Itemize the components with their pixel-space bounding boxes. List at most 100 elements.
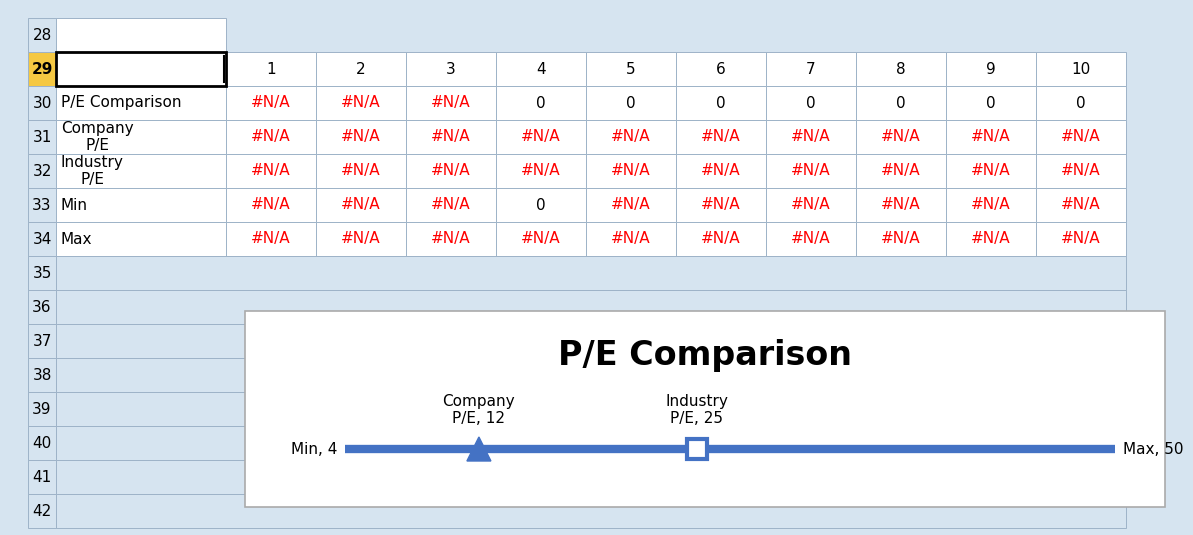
Bar (766, 52, 857, 86)
Text: 7: 7 (806, 62, 816, 77)
Bar (225, 86, 316, 120)
Bar (586, 154, 676, 188)
Text: 29: 29 (31, 62, 52, 77)
Text: 38: 38 (32, 368, 51, 383)
Text: #N/A: #N/A (1062, 232, 1101, 247)
Text: Industry
P/E: Industry P/E (61, 155, 124, 187)
Bar (676, 188, 766, 222)
Bar (586, 188, 676, 222)
Bar (766, 222, 857, 256)
Text: #N/A: #N/A (611, 129, 651, 144)
Bar (406, 222, 496, 256)
Bar (496, 188, 586, 222)
Text: #N/A: #N/A (341, 96, 381, 111)
Bar (857, 86, 946, 120)
Text: #N/A: #N/A (791, 129, 830, 144)
Bar (225, 222, 316, 256)
Text: #N/A: #N/A (252, 197, 291, 212)
Bar (586, 52, 676, 86)
Bar (1036, 86, 1126, 120)
Text: #N/A: #N/A (971, 232, 1010, 247)
Text: Max, 50: Max, 50 (1123, 441, 1183, 456)
Text: 31: 31 (32, 129, 51, 144)
Text: 0: 0 (536, 96, 546, 111)
Text: 6: 6 (716, 62, 725, 77)
Text: #N/A: #N/A (252, 232, 291, 247)
Text: 37: 37 (32, 333, 51, 348)
Bar (406, 154, 496, 188)
Bar (27, 52, 56, 86)
Bar (766, 188, 857, 222)
Bar (857, 120, 946, 154)
Bar (316, 222, 406, 256)
Text: 34: 34 (32, 232, 51, 247)
Text: #N/A: #N/A (431, 164, 471, 179)
Bar (496, 52, 586, 86)
Text: 10: 10 (1071, 62, 1090, 77)
Bar (27, 86, 56, 120)
Bar (56, 426, 1126, 460)
Bar (857, 52, 946, 86)
Bar (676, 52, 766, 86)
Bar (496, 154, 586, 188)
Text: 0: 0 (896, 96, 905, 111)
Bar (496, 222, 586, 256)
Bar (676, 86, 766, 120)
Text: P/E Comparison: P/E Comparison (558, 340, 852, 372)
Bar (56, 494, 1126, 528)
Bar (27, 222, 56, 256)
Bar (56, 188, 225, 222)
Text: 3: 3 (446, 62, 456, 77)
Text: #N/A: #N/A (341, 164, 381, 179)
Bar (686, 439, 706, 459)
Text: #N/A: #N/A (521, 164, 561, 179)
Bar (27, 256, 56, 290)
Text: Industry
P/E, 25: Industry P/E, 25 (665, 394, 728, 426)
Bar (56, 324, 1126, 358)
Bar (56, 460, 1126, 494)
Text: #N/A: #N/A (791, 232, 830, 247)
Bar (857, 154, 946, 188)
Bar (245, 311, 1166, 507)
Text: #N/A: #N/A (611, 232, 651, 247)
Bar (27, 18, 56, 52)
Text: #N/A: #N/A (252, 96, 291, 111)
Bar (586, 86, 676, 120)
Bar (225, 120, 316, 154)
Bar (27, 460, 56, 494)
Text: #N/A: #N/A (521, 232, 561, 247)
Text: #N/A: #N/A (341, 129, 381, 144)
Bar (766, 154, 857, 188)
Text: 39: 39 (32, 401, 51, 417)
Text: #N/A: #N/A (431, 129, 471, 144)
Bar (316, 120, 406, 154)
Bar (586, 120, 676, 154)
Bar (946, 52, 1036, 86)
Polygon shape (466, 437, 490, 461)
Bar (56, 86, 225, 120)
Text: 42: 42 (32, 503, 51, 518)
Text: #N/A: #N/A (882, 197, 921, 212)
Bar (27, 324, 56, 358)
Bar (496, 86, 586, 120)
Text: 36: 36 (32, 300, 51, 315)
Bar (586, 222, 676, 256)
Bar (406, 52, 496, 86)
Text: 28: 28 (32, 27, 51, 42)
Text: 0: 0 (536, 197, 546, 212)
Bar (27, 358, 56, 392)
Bar (1036, 222, 1126, 256)
Text: #N/A: #N/A (521, 129, 561, 144)
Bar (56, 256, 1126, 290)
Text: 1: 1 (266, 62, 276, 77)
Text: P/E Comparison: P/E Comparison (61, 96, 181, 111)
Text: #N/A: #N/A (1062, 129, 1101, 144)
Text: 2: 2 (357, 62, 366, 77)
Bar (27, 494, 56, 528)
Bar (225, 188, 316, 222)
Bar (56, 18, 225, 52)
Bar (56, 290, 1126, 324)
Bar (27, 290, 56, 324)
Text: 0: 0 (626, 96, 636, 111)
Text: 0: 0 (987, 96, 996, 111)
